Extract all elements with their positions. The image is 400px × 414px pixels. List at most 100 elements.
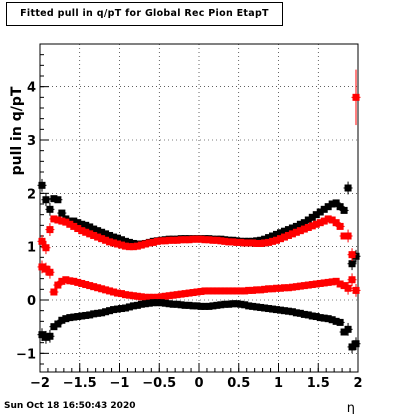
x-tick-label: −1.5 [63, 376, 97, 391]
data-point [78, 279, 86, 287]
data-point [193, 288, 201, 296]
data-point [161, 292, 169, 300]
data-point [261, 239, 269, 247]
data-point [296, 227, 304, 235]
x-tick-label: 1 [274, 376, 283, 391]
data-point [74, 219, 82, 227]
data-point [288, 230, 296, 238]
data-point [82, 311, 90, 319]
data-point [292, 309, 300, 317]
data-point [273, 236, 281, 244]
data-point [70, 217, 78, 225]
y-tick-labels: −1 0 1 2 3 4 [16, 81, 36, 363]
data-point [316, 208, 324, 216]
data-point [98, 309, 106, 317]
data-point [66, 314, 74, 322]
data-point [276, 284, 284, 292]
data-point [137, 241, 145, 249]
data-point [332, 199, 340, 207]
x-axis-label: η [347, 401, 355, 414]
data-point [110, 233, 118, 241]
data-point [185, 301, 193, 309]
data-point [245, 302, 253, 310]
data-point [82, 228, 90, 236]
data-point [273, 230, 281, 238]
data-point [78, 220, 86, 228]
data-point [54, 216, 62, 224]
data-point [217, 301, 225, 309]
data-point [288, 224, 296, 232]
y-tick-label: 4 [27, 81, 36, 96]
data-point [241, 287, 249, 295]
series-3 [37, 260, 361, 301]
data-point [125, 303, 133, 311]
data-point [324, 215, 332, 223]
data-point [352, 93, 360, 101]
data-point [296, 309, 304, 317]
data-point [177, 301, 185, 309]
data-point [70, 313, 78, 321]
data-point [336, 203, 344, 211]
data-point [320, 314, 328, 322]
data-point [296, 282, 304, 290]
data-point [50, 323, 58, 331]
data-point [106, 307, 114, 315]
data-point [308, 222, 316, 230]
data-point [117, 290, 125, 298]
data-point [94, 227, 102, 235]
data-point [74, 225, 82, 233]
data-point [308, 281, 316, 289]
data-point [58, 316, 66, 324]
data-point [352, 252, 360, 260]
data-point [233, 300, 241, 308]
data-point [38, 237, 46, 245]
data-point [261, 235, 269, 243]
data-point [121, 291, 129, 299]
data-point [66, 220, 74, 228]
data-point [320, 217, 328, 225]
data-point [157, 299, 165, 307]
data-point [117, 236, 125, 244]
data-point [42, 196, 50, 204]
data-point [173, 291, 181, 299]
data-points [37, 69, 361, 354]
data-point [54, 281, 62, 289]
data-point [102, 308, 110, 316]
data-point [249, 302, 257, 310]
data-point [145, 239, 153, 247]
data-point [42, 333, 50, 341]
data-point [205, 302, 213, 310]
data-point [86, 282, 94, 290]
data-point [332, 317, 340, 325]
data-point [161, 299, 169, 307]
data-point [312, 211, 320, 219]
data-point [249, 239, 257, 247]
data-point [161, 237, 169, 245]
data-point [316, 219, 324, 227]
y-axis-label: pull in q/pT [9, 86, 25, 175]
x-tick-labels: −2 −1.5 −1 −0.5 0 0.5 1 1.5 2 [30, 376, 363, 391]
data-point [125, 238, 133, 246]
data-point [280, 233, 288, 241]
data-point [121, 242, 129, 250]
data-point [137, 293, 145, 301]
data-point [102, 230, 110, 238]
data-point [320, 205, 328, 213]
data-point [269, 237, 277, 245]
data-point [38, 181, 46, 189]
y-tick-label: 1 [27, 241, 36, 256]
data-point [90, 231, 98, 239]
data-point [102, 236, 110, 244]
data-point [58, 277, 66, 285]
data-point [129, 292, 137, 300]
data-point [257, 239, 265, 247]
data-point [74, 278, 82, 286]
data-point [114, 240, 122, 248]
data-point [173, 300, 181, 308]
y-tick-label: 3 [27, 134, 36, 149]
data-point [332, 277, 340, 285]
data-point [157, 293, 165, 301]
x-tick-label: −1 [110, 376, 130, 391]
data-point [50, 195, 58, 203]
